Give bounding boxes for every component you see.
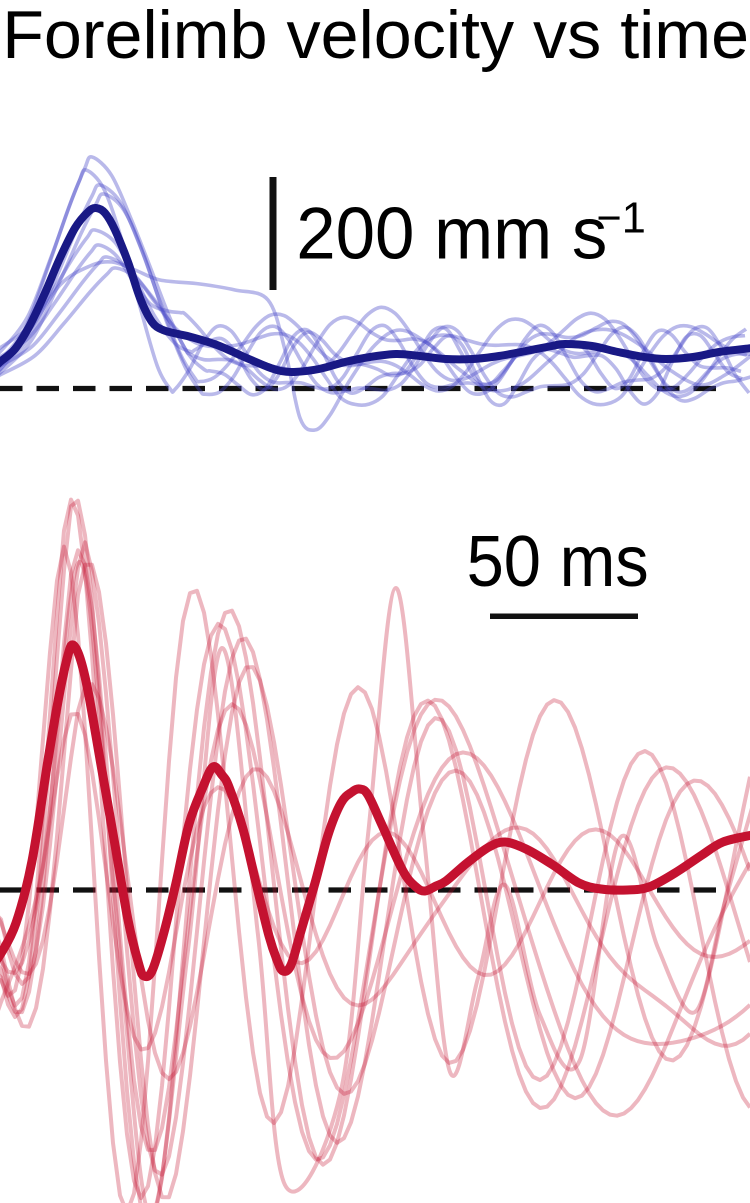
svg-text:Forelimb velocity vs time: Forelimb velocity vs time [2,0,749,73]
svg-text:50 ms: 50 ms [467,520,649,601]
svg-text:200 mm s: 200 mm s [296,193,607,274]
svg-text:−1: −1 [597,195,646,243]
